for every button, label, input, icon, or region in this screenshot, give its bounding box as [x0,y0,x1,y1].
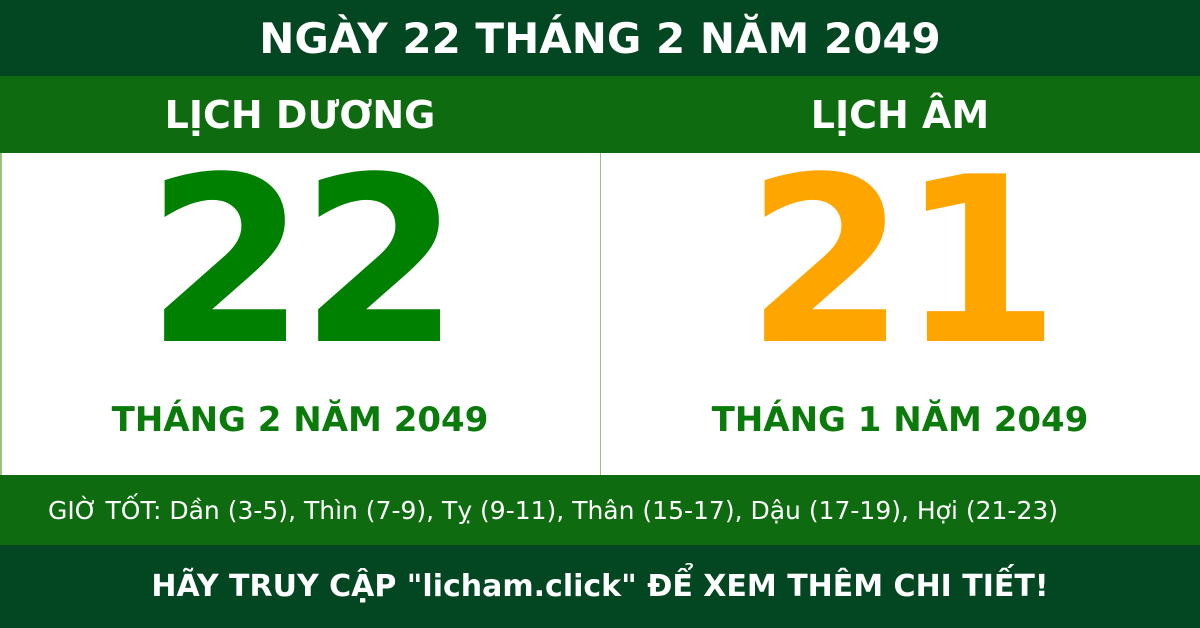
column-headers: LỊCH DƯƠNG LỊCH ÂM [0,76,1200,153]
lunar-label: LỊCH ÂM [810,92,990,137]
solar-day: 22 [145,129,460,396]
lunar-day: 21 [745,129,1060,396]
solar-label: LỊCH DƯƠNG [164,92,436,137]
divider [600,153,601,475]
footer-cta: HÃY TRUY CẬP "licham.click" ĐỂ XEM THÊM … [0,545,1200,628]
good-hours: GIỜ TỐT: Dần (3-5), Thìn (7-9), Tỵ (9-11… [0,475,1200,545]
page-title: NGÀY 22 THÁNG 2 NĂM 2049 [0,0,1200,76]
calendar-body [0,153,1200,475]
lunar-column: 21 THÁNG 1 NĂM 2049 [600,143,1200,475]
lunar-month-year: THÁNG 1 NĂM 2049 [711,400,1089,440]
solar-month-year: THÁNG 2 NĂM 2049 [111,400,489,440]
solar-column: 22 THÁNG 2 NĂM 2049 [0,143,600,475]
